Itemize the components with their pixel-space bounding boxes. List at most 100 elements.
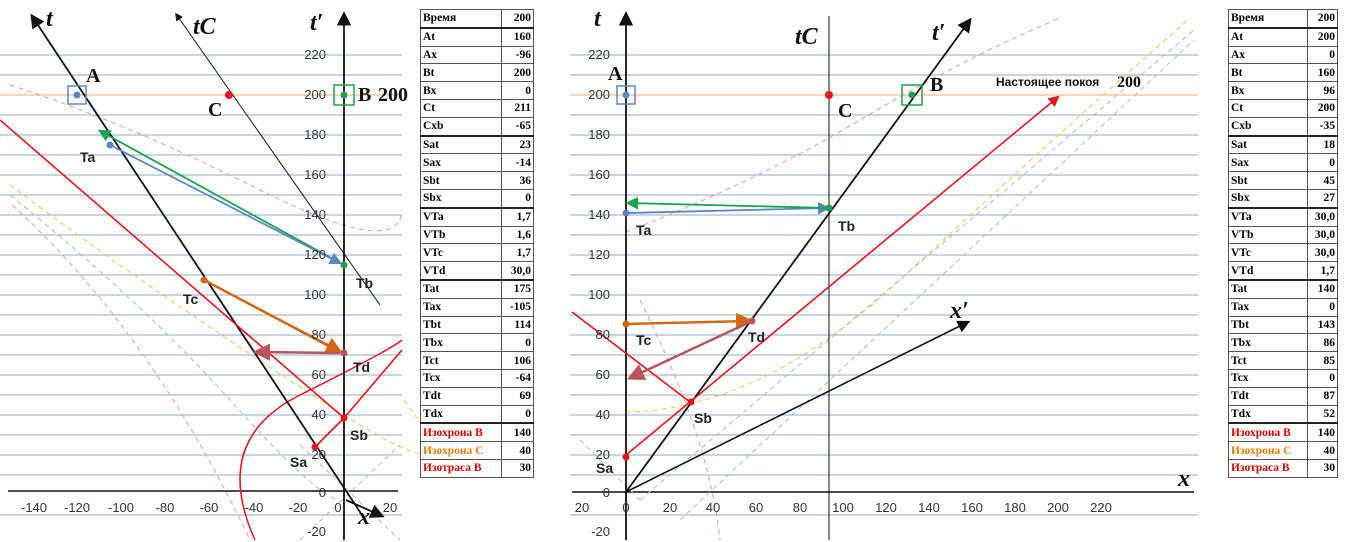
table-row-value: 69 bbox=[500, 386, 535, 406]
right-values-table: Время 200 At 200 Ax 0 Bt 160 Bx 96 Ct 200 Cxb -35 Sat 1… bbox=[1228, 8, 1339, 478]
table-row: VTd 1,7 bbox=[1228, 261, 1339, 281]
table-row-value: 36 bbox=[500, 171, 535, 190]
right-x-label: x bbox=[1177, 466, 1190, 492]
table-row-value: 30 bbox=[500, 458, 535, 478]
right-y-ticks: 220 200 180 160 140 120 100 80 60 40 20 … bbox=[588, 47, 610, 539]
table-row-value: 140 bbox=[1306, 278, 1339, 299]
table-row-label: Изохрона C bbox=[420, 441, 502, 460]
right-point-c bbox=[825, 91, 833, 99]
right-point-ta bbox=[622, 209, 630, 217]
left-x-ticks: -140 -120 -100 -80 -60 -40 -20 0 20 bbox=[21, 500, 397, 515]
table-row: Изохрона C 40 bbox=[420, 441, 535, 460]
table-row: Изотраса B 30 bbox=[420, 458, 535, 478]
table-row: Sax 0 bbox=[1228, 153, 1339, 173]
table-row-label: Ct bbox=[1228, 98, 1308, 118]
table-row-label: VTc bbox=[420, 243, 502, 263]
table-row: Tdt 69 bbox=[420, 386, 535, 406]
right-red-worldline-2 bbox=[571, 311, 691, 403]
left-label-td: Td bbox=[353, 359, 370, 375]
left-point-tc bbox=[200, 276, 208, 284]
table-row-value: 1,7 bbox=[1306, 261, 1339, 281]
table-row: Sat 23 bbox=[420, 134, 535, 155]
table-row: Tbx 0 bbox=[420, 333, 535, 353]
table-row-value: 85 bbox=[1306, 351, 1339, 370]
table-row-value: 140 bbox=[1306, 422, 1339, 443]
table-row-label: Tbx bbox=[1228, 333, 1308, 353]
left-tc-axis bbox=[175, 12, 381, 306]
right-x-tick: 160 bbox=[961, 500, 983, 515]
table-row-label: Sat bbox=[1228, 134, 1308, 155]
table-row: Sbt 36 bbox=[420, 171, 535, 190]
left-y-tick: -20 bbox=[307, 524, 326, 539]
table-row-label: VTa bbox=[420, 206, 502, 227]
table-row-value: 18 bbox=[1306, 134, 1339, 155]
table-row: Ct 211 bbox=[420, 98, 535, 118]
table-row-value: -64 bbox=[500, 368, 535, 388]
right-point-td bbox=[748, 317, 756, 325]
table-row-value: 200 bbox=[500, 63, 535, 83]
table-row-value: -105 bbox=[500, 297, 535, 317]
table-row-label: Время bbox=[420, 8, 502, 29]
left-point-sa bbox=[311, 443, 319, 451]
right-tc-label: tC bbox=[795, 24, 819, 50]
table-row: VTa 30,0 bbox=[1228, 206, 1339, 227]
right-label-b: B bbox=[930, 74, 943, 96]
right-point-a-box bbox=[616, 85, 636, 105]
right-x-tick: 0 bbox=[622, 500, 629, 515]
table-row-value: 1,7 bbox=[500, 243, 535, 263]
right-y-tick: 120 bbox=[588, 247, 610, 262]
left-label-tc: Tc bbox=[183, 291, 199, 307]
table-row: Изохрона C 40 bbox=[1228, 441, 1339, 460]
table-row-value: -14 bbox=[500, 153, 535, 173]
right-tprime-axis bbox=[625, 17, 972, 493]
table-row-label: VTb bbox=[420, 225, 502, 245]
right-arrow-orange bbox=[625, 312, 754, 331]
left-y-tick: 60 bbox=[312, 367, 326, 382]
right-y-tick: 200 bbox=[588, 87, 610, 102]
left-y-tick: 20 bbox=[312, 447, 326, 462]
table-row: Tdx 0 bbox=[420, 404, 535, 424]
right-x-tick: 40 bbox=[706, 500, 720, 515]
left-x-tick: 0 bbox=[334, 500, 341, 515]
left-y-tick: 220 bbox=[304, 47, 326, 62]
right-y-tick: 40 bbox=[596, 407, 610, 422]
table-row-label: VTb bbox=[1228, 225, 1308, 245]
table-row: Tcx 0 bbox=[1228, 368, 1339, 388]
table-row: Ax 0 bbox=[1228, 45, 1339, 65]
left-arrow-blue bbox=[109, 144, 343, 265]
left-y-tick: 200 bbox=[304, 87, 326, 102]
table-row: Tat 140 bbox=[1228, 278, 1339, 299]
right-x-tick: 20 bbox=[663, 500, 677, 515]
table-row: Tcx -64 bbox=[420, 368, 535, 388]
left-red-segment bbox=[314, 417, 345, 448]
table-row-value: 52 bbox=[1306, 404, 1339, 424]
right-panel: 220 200 180 160 140 120 100 80 60 40 20 … bbox=[570, 6, 1198, 541]
table-row-label: Tbt bbox=[1228, 315, 1308, 335]
left-grid bbox=[0, 54, 402, 516]
table-row: Sbx 0 bbox=[420, 188, 535, 209]
table-row: Sax -14 bbox=[420, 153, 535, 173]
table-row-label: Bx bbox=[1228, 81, 1308, 100]
left-hyperbola-pink-upper bbox=[9, 84, 403, 232]
left-x-tick: -60 bbox=[200, 500, 219, 515]
left-red-hyperbola bbox=[239, 339, 403, 541]
left-label-b: B bbox=[358, 84, 371, 106]
left-red-worldline bbox=[0, 119, 345, 419]
left-point-b bbox=[340, 91, 348, 99]
table-row: Bx 0 bbox=[420, 81, 535, 100]
table-row-value: 30,0 bbox=[1306, 206, 1339, 227]
table-row-value: 0 bbox=[1306, 153, 1339, 173]
left-y-tick: 80 bbox=[312, 327, 326, 342]
table-row-label: Tcx bbox=[1228, 368, 1308, 388]
right-y-tick: -20 bbox=[591, 524, 610, 539]
table-row: Tax 0 bbox=[1228, 297, 1339, 317]
table-row-value: 0 bbox=[500, 81, 535, 100]
right-x-tick: 60 bbox=[749, 500, 763, 515]
table-row-label: Tat bbox=[1228, 278, 1308, 299]
table-row-label: Время bbox=[1228, 8, 1308, 29]
right-red-worldline bbox=[625, 95, 1060, 456]
left-y-tick: 40 bbox=[312, 407, 326, 422]
table-row: At 200 bbox=[1228, 26, 1339, 47]
right-label-sa: Sa bbox=[596, 460, 613, 476]
